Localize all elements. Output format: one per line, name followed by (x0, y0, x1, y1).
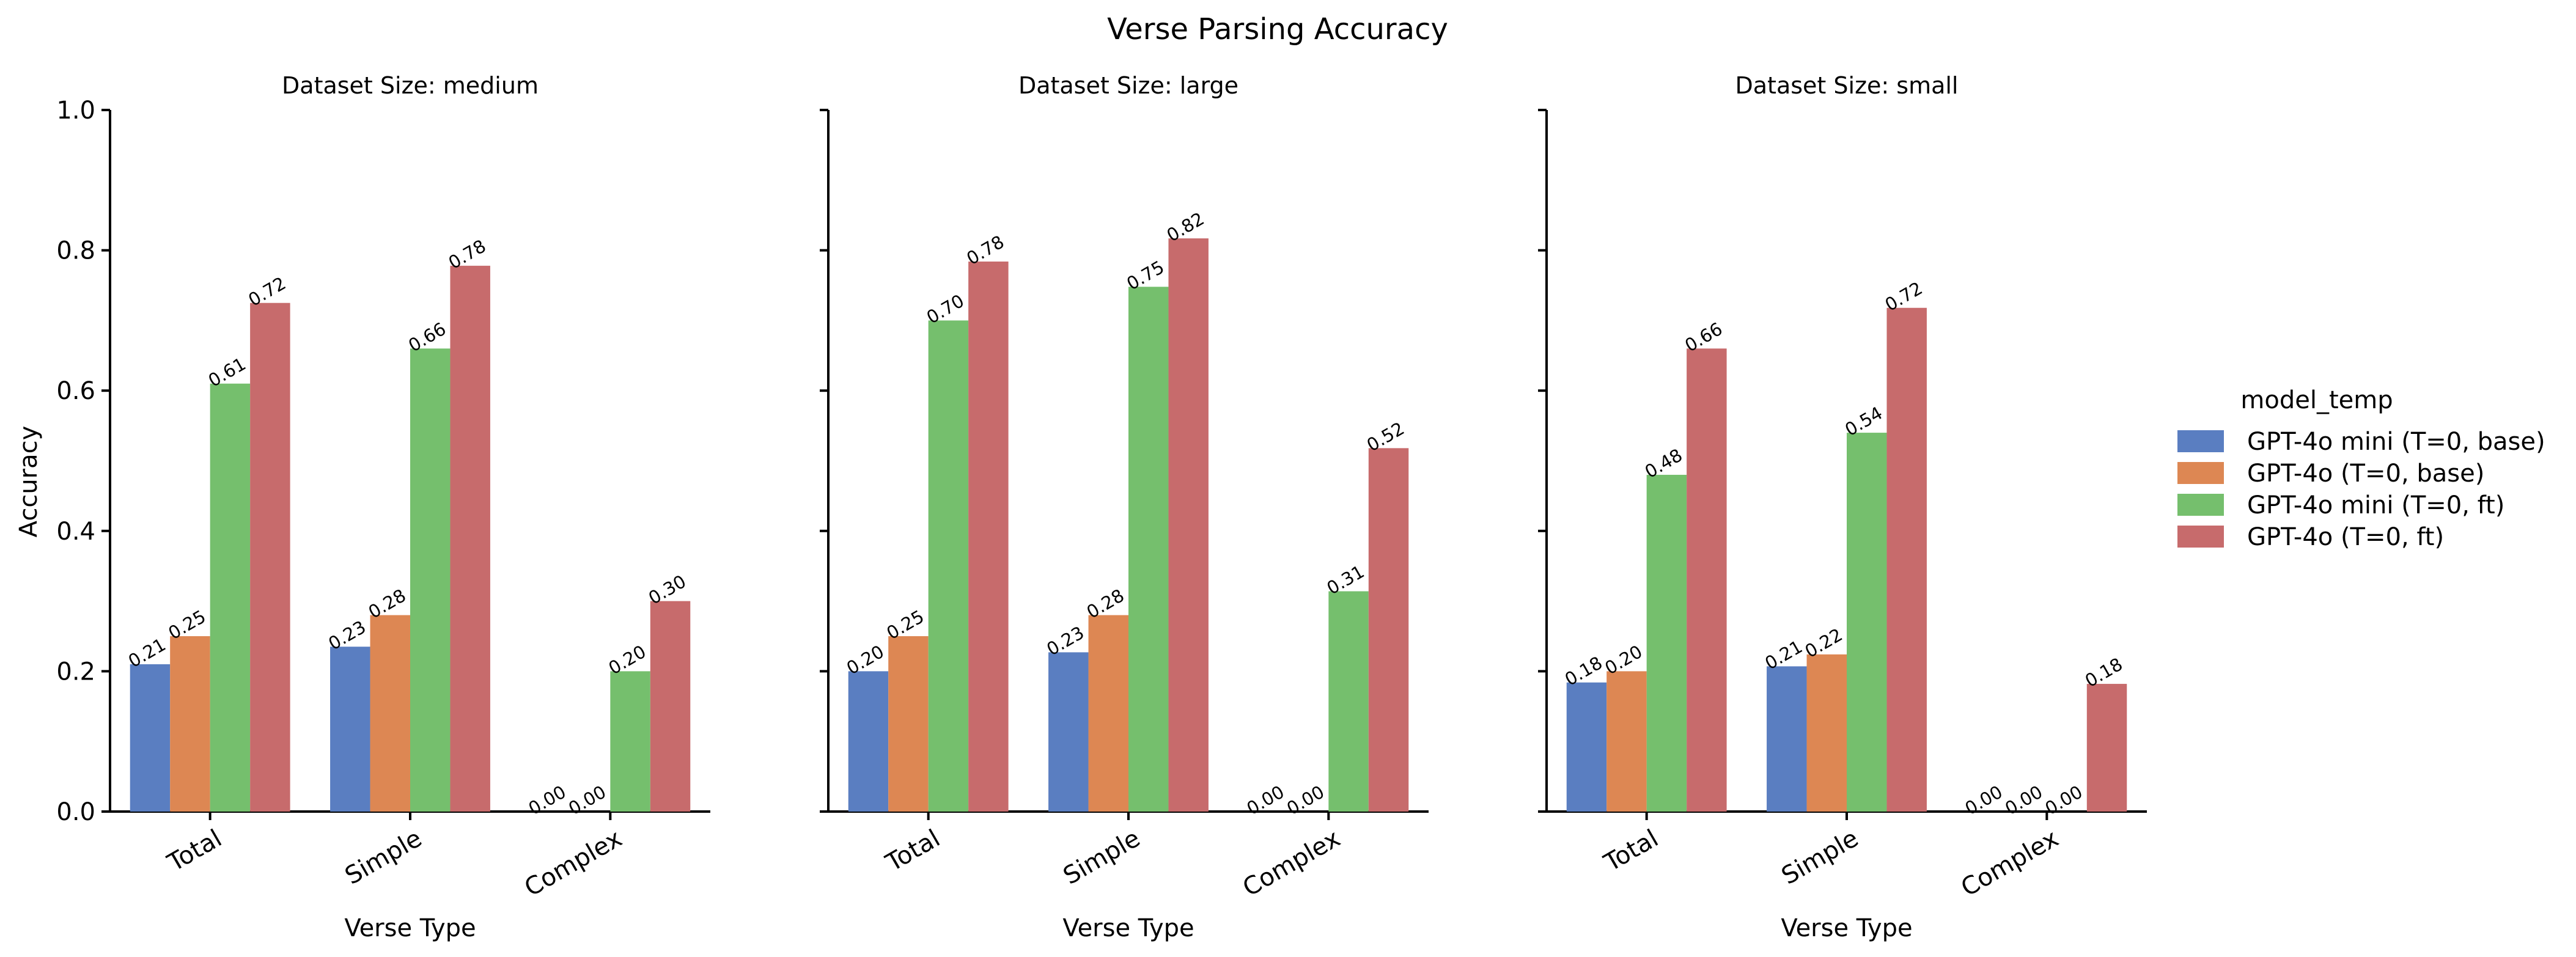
y-tick-label: 0.8 (56, 237, 95, 265)
bar (1886, 307, 1927, 812)
bar-value-label: 0.00 (2042, 781, 2086, 819)
y-tick-label: 0.6 (56, 377, 95, 405)
bar (848, 671, 889, 812)
bar-value-label: 0.00 (565, 781, 609, 819)
panel-title: Dataset Size: large (1018, 72, 1238, 99)
bar (1168, 238, 1209, 812)
legend-entry: GPT-4o (T=0, base) (2247, 460, 2484, 488)
panel-1: Dataset Size: medium 0.0 0.2 0.4 0.6 0.8 1.0 To… (56, 72, 710, 942)
legend-swatch (2177, 494, 2224, 516)
bar (888, 636, 929, 812)
bar-value-label: 0.00 (2001, 781, 2046, 819)
y-tick-label: 0.4 (56, 518, 95, 546)
bar (450, 265, 490, 812)
x-tick-label: Complex (520, 824, 627, 903)
bar (1806, 654, 1847, 812)
chart-title: Verse Parsing Accuracy (1107, 12, 1448, 46)
bar (1767, 666, 1807, 812)
bar-value-label: 0.00 (525, 781, 570, 819)
bar (650, 601, 691, 812)
bar (1128, 287, 1169, 812)
bar (1646, 474, 1687, 812)
legend-entry: GPT-4o mini (T=0, ft) (2247, 491, 2504, 519)
panel-title: Dataset Size: small (1735, 72, 1959, 99)
panel-title: Dataset Size: medium (282, 72, 539, 99)
bar (610, 671, 650, 812)
bar-value-label: 0.00 (1962, 781, 2006, 819)
bar (968, 261, 1009, 812)
legend-swatch (2177, 462, 2224, 484)
bar (170, 636, 210, 812)
x-tick-label: Simple (1777, 824, 1863, 890)
bar (1368, 448, 1409, 812)
x-tick-label: Total (1599, 824, 1663, 878)
bar-value-label: 0.00 (1283, 781, 1328, 819)
x-tick-label: Complex (1238, 824, 1345, 903)
chart-panels: Dataset Size: medium 0.0 0.2 0.4 0.6 0.8 1.0 To… (56, 72, 2147, 942)
bar (410, 348, 451, 812)
bar-value-label: 0.00 (1243, 781, 1288, 819)
x-tick-label: Simple (1059, 824, 1145, 890)
legend: model_temp GPT-4o mini (T=0, base) GPT-4o… (2177, 386, 2545, 551)
x-tick-label: Total (163, 824, 227, 878)
bar (1088, 615, 1128, 812)
x-axis-label: Verse Type (1062, 914, 1194, 942)
bar (330, 647, 370, 812)
panel-3: Dataset Size: smallTotal0.180.200.480.66… (1538, 72, 2147, 942)
x-tick-label: Total (881, 824, 945, 878)
panel-2: Dataset Size: largeTotal0.200.250.700.78… (820, 72, 1429, 942)
bar (210, 383, 251, 812)
y-tick-label: 0.0 (56, 798, 95, 826)
bar (1328, 591, 1369, 812)
bar (1847, 433, 1887, 812)
x-tick-label: Simple (340, 824, 427, 890)
bar (928, 320, 969, 812)
legend-title: model_temp (2240, 386, 2393, 414)
legend-entry: GPT-4o mini (T=0, base) (2247, 428, 2545, 456)
bar (2086, 684, 2127, 812)
bar (1606, 671, 1647, 812)
bar (1048, 652, 1089, 812)
legend-swatch (2177, 430, 2224, 452)
x-axis-label: Verse Type (1781, 914, 1912, 942)
x-tick-label: Complex (1956, 824, 2063, 903)
bar (370, 615, 410, 812)
legend-swatch (2177, 526, 2224, 548)
bar (130, 664, 171, 812)
x-axis-label: Verse Type (344, 914, 476, 942)
bar (1566, 682, 1607, 812)
bar (1687, 348, 1727, 812)
y-tick-label: 0.2 (56, 658, 95, 686)
legend-entry: GPT-4o (T=0, ft) (2247, 523, 2444, 551)
y-axis-label: Accuracy (15, 426, 43, 538)
y-tick-label: 1.0 (56, 97, 95, 125)
bar (250, 302, 290, 812)
